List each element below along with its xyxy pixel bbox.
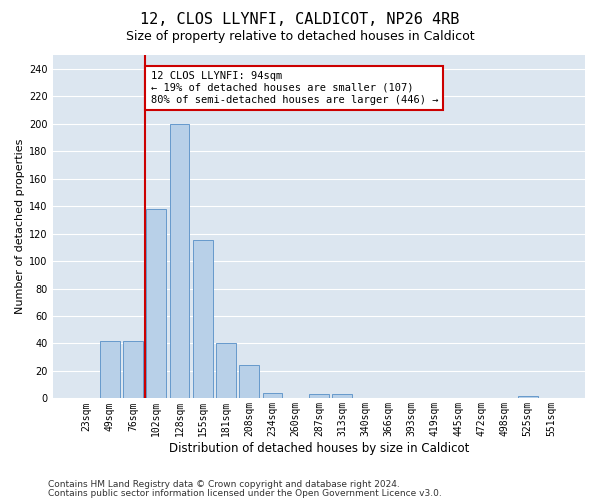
Bar xyxy=(263,393,282,398)
Text: 12, CLOS LLYNFI, CALDICOT, NP26 4RB: 12, CLOS LLYNFI, CALDICOT, NP26 4RB xyxy=(140,12,460,28)
Bar xyxy=(332,394,352,398)
Bar xyxy=(216,344,236,398)
Text: 12 CLOS LLYNFI: 94sqm
← 19% of detached houses are smaller (107)
80% of semi-det: 12 CLOS LLYNFI: 94sqm ← 19% of detached … xyxy=(151,72,438,104)
Text: Contains public sector information licensed under the Open Government Licence v3: Contains public sector information licen… xyxy=(48,488,442,498)
Bar xyxy=(309,394,329,398)
Bar xyxy=(170,124,190,398)
Bar xyxy=(100,340,120,398)
Bar xyxy=(123,340,143,398)
Bar xyxy=(239,366,259,398)
X-axis label: Distribution of detached houses by size in Caldicot: Distribution of detached houses by size … xyxy=(169,442,469,455)
Bar xyxy=(193,240,212,398)
Bar xyxy=(146,209,166,398)
Bar xyxy=(518,396,538,398)
Text: Contains HM Land Registry data © Crown copyright and database right 2024.: Contains HM Land Registry data © Crown c… xyxy=(48,480,400,489)
Text: Size of property relative to detached houses in Caldicot: Size of property relative to detached ho… xyxy=(125,30,475,43)
Y-axis label: Number of detached properties: Number of detached properties xyxy=(15,139,25,314)
